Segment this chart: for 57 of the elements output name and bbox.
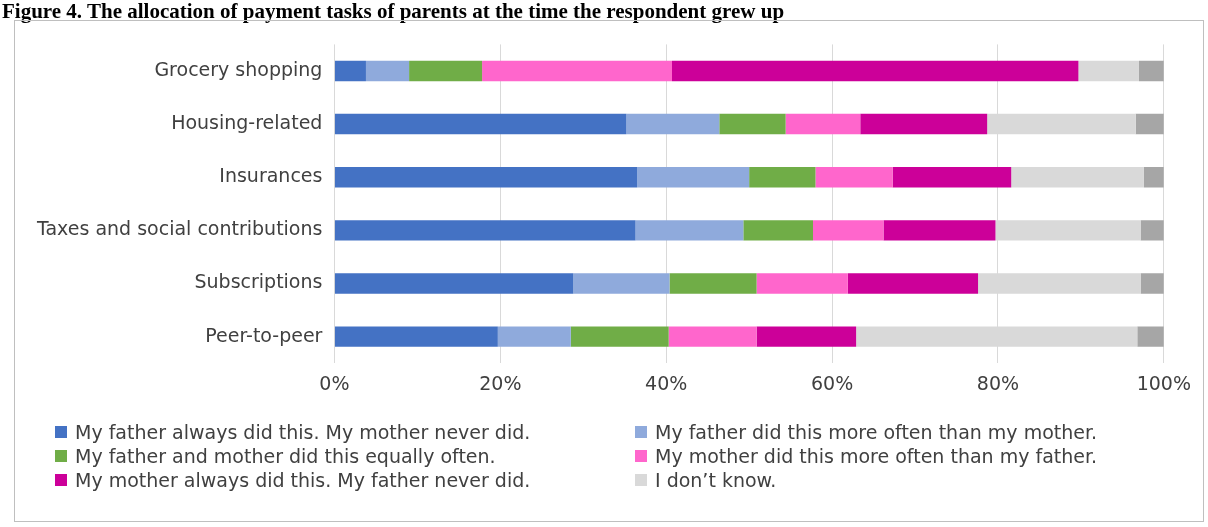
bar xyxy=(365,60,410,82)
bar xyxy=(626,113,720,135)
x-tick-label: 100% xyxy=(1136,371,1191,394)
bar xyxy=(669,273,757,294)
bar xyxy=(813,220,884,241)
bar xyxy=(482,60,672,82)
bar xyxy=(1011,167,1144,188)
bar xyxy=(785,113,861,135)
bar xyxy=(635,220,744,241)
bar xyxy=(334,220,636,241)
legend-label: I don’t know. xyxy=(655,469,777,491)
bar xyxy=(883,220,996,241)
chart-title: Figure 4. The allocation of payment tasks of parents at the time the respondent grew up xyxy=(2,0,786,23)
bar xyxy=(334,167,638,188)
bar xyxy=(334,273,574,294)
bar xyxy=(1140,273,1164,294)
y-tick-label: Grocery shopping xyxy=(154,57,323,80)
x-tick-label: 0% xyxy=(319,371,350,394)
bar xyxy=(719,113,786,135)
legend-label: My mother did this more often than my father. xyxy=(655,445,1098,467)
bar xyxy=(892,167,1012,188)
x-tick-label: 40% xyxy=(645,371,688,394)
y-tick-label: Peer-to-peer xyxy=(205,323,323,346)
bar xyxy=(749,167,816,188)
bar xyxy=(334,60,366,82)
x-tick-label: 20% xyxy=(479,371,522,394)
bar xyxy=(847,273,979,294)
bar xyxy=(756,273,848,294)
legend-label: My father and mother did this equally often. xyxy=(75,445,496,467)
bar xyxy=(1140,220,1164,241)
bar xyxy=(334,113,627,135)
y-tick-label: Subscriptions xyxy=(194,270,323,293)
legend-label: My mother always did this. My father never did. xyxy=(75,469,531,491)
bar xyxy=(815,167,893,188)
bar xyxy=(409,60,483,82)
bar xyxy=(637,167,750,188)
bar xyxy=(756,326,857,347)
x-tick-label: 60% xyxy=(810,371,854,394)
bar xyxy=(334,326,498,347)
x-tick-label: 80% xyxy=(976,371,1020,394)
y-tick-label: Insurances xyxy=(219,164,323,187)
bar xyxy=(860,113,988,135)
bar xyxy=(1137,326,1164,347)
bar xyxy=(1143,167,1164,188)
y-tick-label: Housing-related xyxy=(171,111,323,134)
bar xyxy=(1138,60,1164,82)
bar xyxy=(672,60,1079,82)
bar xyxy=(668,326,757,347)
legend-label: My father did this more often than my mother. xyxy=(655,421,1098,443)
bar xyxy=(570,326,669,347)
bar xyxy=(497,326,571,347)
y-tick-label: Taxes and social contributions xyxy=(36,217,323,240)
bar xyxy=(743,220,813,241)
bar xyxy=(573,273,670,294)
bar xyxy=(1135,113,1164,135)
bar xyxy=(1078,60,1139,82)
legend-label: My father always did this. My mother never did. xyxy=(75,421,531,443)
